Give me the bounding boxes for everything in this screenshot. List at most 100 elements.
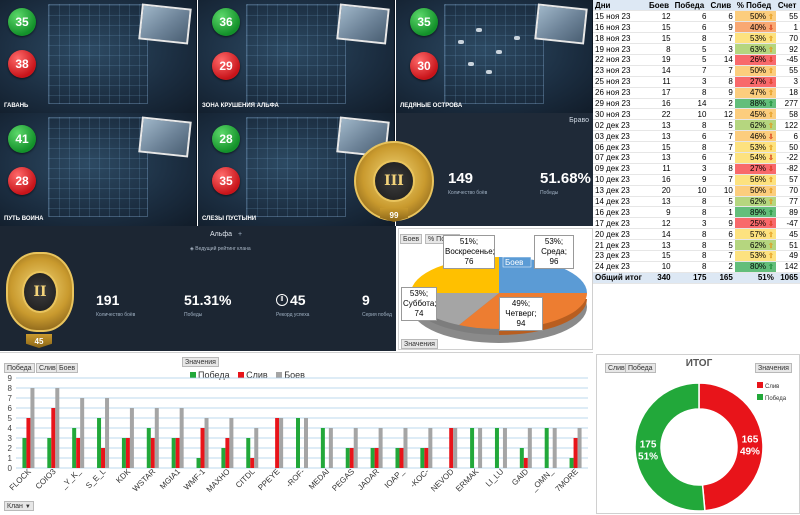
bar-battles[interactable]	[179, 408, 184, 468]
bar-losses[interactable]	[374, 448, 379, 468]
bar-battles[interactable]	[80, 398, 85, 468]
table-row[interactable]: 18 ноя 23 15 8 7 53% ⇧ 70	[593, 32, 800, 45]
bar-values-chip[interactable]: Значения	[182, 357, 219, 367]
bar-wins[interactable]	[519, 448, 524, 468]
table-row[interactable]: 16 дек 23 9 8 1 89% ⇧ 89	[593, 206, 800, 219]
bar-wins[interactable]	[97, 418, 102, 468]
table-row[interactable]: 17 дек 23 12 3 9 25% ⇩ -47	[593, 217, 800, 230]
table-row[interactable]: 25 ноя 23 11 3 8 27% ⇩ 3	[593, 76, 800, 88]
bar-battles[interactable]	[378, 428, 383, 468]
plus-icon[interactable]: +	[238, 231, 243, 238]
bar-battles[interactable]	[105, 398, 110, 468]
bar-wins[interactable]	[22, 438, 27, 468]
map-tile-ice-islands[interactable]: 35 30 ЛЕДЯНЫЕ ОСТРОВА	[396, 0, 593, 113]
bar-battles[interactable]	[154, 408, 159, 468]
table-row[interactable]: 30 ноя 23 22 10 12 45% ⇧ 58	[593, 108, 800, 121]
bar-losses[interactable]	[76, 438, 81, 468]
bar-wins[interactable]	[146, 428, 151, 468]
bar-wins[interactable]	[246, 438, 251, 468]
bar-battles[interactable]	[527, 428, 532, 468]
bar-battles[interactable]	[453, 428, 458, 468]
table-row[interactable]: 26 ноя 23 17 8 9 47% ⇧ 18	[593, 87, 800, 99]
donut-slice-wins[interactable]	[634, 382, 706, 512]
bar-battles[interactable]	[304, 418, 308, 468]
donut-chip-wins[interactable]: Победа	[625, 363, 656, 373]
bar-battles[interactable]	[328, 428, 333, 468]
bar-wins[interactable]	[196, 458, 201, 468]
table-row[interactable]: 02 дек 23 13 8 5 62% ⇧ 122	[593, 119, 800, 132]
table-row[interactable]: 23 ноя 23 14 7 7 50% ⇧ 55	[593, 65, 800, 77]
table-row[interactable]: 06 дек 23 15 8 7 53% ⇧ 50	[593, 141, 800, 153]
bar-losses[interactable]	[150, 438, 155, 468]
table-row[interactable]: 22 ноя 23 19 5 14 26% ⇩ -45	[593, 54, 800, 66]
bar-losses[interactable]	[125, 438, 130, 468]
bar-battles[interactable]	[55, 388, 60, 468]
table-row[interactable]: 16 ноя 23 15 6 9 40% ⇩ 1	[593, 21, 800, 34]
bar-losses[interactable]	[101, 448, 106, 468]
bar-battles[interactable]	[428, 428, 433, 468]
table-row[interactable]: 07 дек 23 13 6 7 54% ⇩ -22	[593, 152, 800, 164]
table-row[interactable]: 21 дек 23 13 8 5 62% ⇧ 51	[593, 239, 800, 251]
bar-chip-wins[interactable]: Победа	[4, 363, 35, 373]
bar-wins[interactable]	[370, 448, 375, 468]
table-row[interactable]: 24 дек 23 10 8 2 80% ⇧ 142	[593, 261, 800, 273]
col-header[interactable]: Счет	[775, 0, 800, 12]
donut-values-chip[interactable]: Значения	[755, 363, 792, 373]
bar-losses[interactable]	[523, 458, 528, 468]
bar-chip-battles[interactable]: Боев	[56, 363, 79, 373]
donut-slice-losses[interactable]	[698, 382, 764, 512]
bar-losses[interactable]	[26, 418, 31, 468]
table-row[interactable]: 29 ноя 23 16 14 2 88% ⇧ 277	[593, 98, 800, 110]
bar-battles[interactable]	[204, 418, 209, 468]
bar-losses[interactable]	[573, 438, 578, 468]
bar-battles[interactable]	[229, 418, 234, 468]
bar-losses[interactable]	[349, 448, 354, 468]
table-row[interactable]: 23 дек 23 15 8 7 53% ⇧ 49	[593, 250, 800, 262]
bar-wins[interactable]	[345, 448, 350, 468]
bar-losses[interactable]	[51, 408, 56, 468]
bar-battles[interactable]	[478, 428, 483, 468]
bar-wins[interactable]	[470, 428, 475, 468]
pie-values-chip[interactable]: Значения	[401, 339, 438, 349]
map-tile-haven[interactable]: 35 38 ГАВАНЬ	[0, 0, 197, 113]
bar-wins[interactable]	[569, 458, 574, 468]
bar-wins[interactable]	[72, 428, 77, 468]
table-row[interactable]: 14 дек 23 13 8 5 62% ⇧ 77	[593, 196, 800, 208]
table-row[interactable]: 13 дек 23 20 10 10 50% ⇧ 70	[593, 185, 800, 197]
bar-wins[interactable]	[395, 448, 400, 468]
col-header[interactable]: Победа	[672, 0, 709, 12]
bar-wins[interactable]	[296, 418, 300, 468]
col-header[interactable]: Дни	[593, 0, 647, 12]
bar-wins[interactable]	[320, 428, 325, 468]
bar-battles[interactable]	[552, 428, 557, 468]
bar-wins[interactable]	[221, 448, 226, 468]
bar-losses[interactable]	[175, 438, 180, 468]
bar-battles[interactable]	[353, 428, 358, 468]
table-row[interactable]: 03 дек 23 13 6 7 46% ⇩ 6	[593, 130, 800, 143]
bar-wins[interactable]	[420, 448, 425, 468]
bar-wins[interactable]	[47, 438, 52, 468]
bar-battles[interactable]	[279, 418, 284, 468]
bar-losses[interactable]	[200, 428, 205, 468]
bar-losses[interactable]	[250, 458, 255, 468]
table-row[interactable]: 20 дек 23 14 8 6 57% ⇧ 45	[593, 228, 800, 241]
map-tile-warrior-path[interactable]: 41 28 ПУТЬ ВОИНА	[0, 113, 197, 226]
bar-wins[interactable]	[494, 428, 499, 468]
col-header[interactable]: % Побед	[734, 0, 776, 12]
bar-losses[interactable]	[275, 418, 280, 468]
bar-wins[interactable]	[121, 438, 126, 468]
bar-losses[interactable]	[424, 448, 429, 468]
bar-wins[interactable]	[171, 438, 176, 468]
bar-battles[interactable]	[403, 428, 408, 468]
bar-losses[interactable]	[449, 428, 454, 468]
bar-battles[interactable]	[502, 428, 507, 468]
col-header[interactable]: Слив	[708, 0, 735, 12]
bar-losses[interactable]	[399, 448, 404, 468]
col-header[interactable]: Боев	[647, 0, 673, 12]
clan-filter-chip[interactable]: Клан ▼	[4, 501, 34, 511]
table-row[interactable]: 15 ноя 23 12 6 6 50% ⇧ 55	[593, 10, 800, 23]
bar-battles[interactable]	[577, 428, 582, 468]
table-row[interactable]: 19 ноя 23 8 5 3 63% ⇧ 92	[593, 43, 800, 55]
bar-battles[interactable]	[129, 408, 134, 468]
bar-wins[interactable]	[544, 428, 549, 468]
